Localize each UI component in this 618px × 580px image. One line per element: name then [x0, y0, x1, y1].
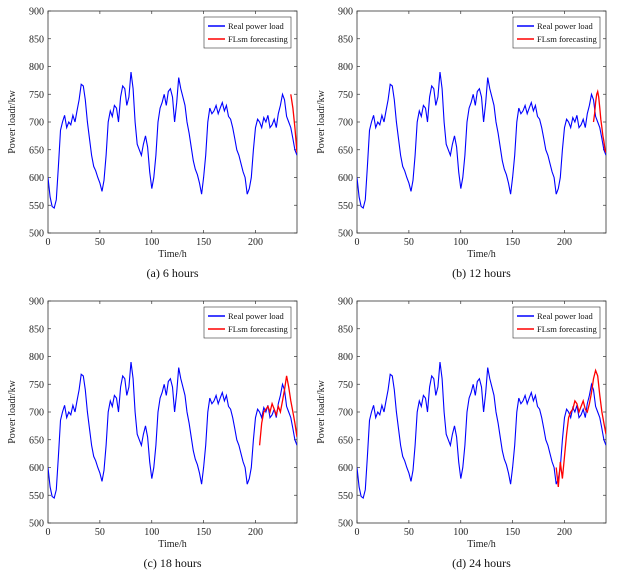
legend-box — [203, 16, 292, 49]
y-tick-label: 550 — [338, 491, 353, 502]
x-tick-label: 50 — [95, 237, 105, 248]
y-tick-label: 650 — [29, 145, 44, 156]
y-tick-label: 800 — [29, 352, 44, 363]
x-tick-label: 100 — [144, 237, 159, 248]
subplot-caption: (a) 6 hours — [147, 266, 199, 280]
y-axis-label: Power loadr/kw — [316, 89, 327, 153]
y-tick-label: 800 — [29, 62, 44, 73]
y-axis-label: Power loadr/kw — [7, 89, 18, 153]
legend-label: FLsm forecasting — [228, 324, 288, 334]
y-tick-label: 600 — [338, 463, 353, 474]
y-tick-label: 500 — [338, 519, 353, 530]
x-tick-label: 0 — [355, 527, 360, 538]
series-real-power-load — [357, 72, 606, 209]
legend-label: Real power load — [537, 21, 593, 31]
series-real-power-load — [48, 362, 297, 499]
subplot-d: 500 550 600 650 700 750 800 850 900 0 50 100 150 200 T… — [309, 290, 618, 580]
series-flsm-forecasting — [290, 94, 297, 153]
y-tick-label: 850 — [338, 34, 353, 45]
x-axis-label: Time/h — [158, 249, 187, 260]
legend-box — [512, 306, 601, 339]
y-tick-label: 900 — [338, 297, 353, 308]
series-real-power-load — [48, 72, 297, 209]
subplot-a: 500 550 600 650 700 750 800 850 900 0 50 100 150 200 T… — [0, 0, 309, 290]
x-tick-label: 0 — [355, 237, 360, 248]
legend-label: FLsm forecasting — [537, 324, 597, 334]
legend-label: FLsm forecasting — [537, 34, 597, 44]
series-real-power-load — [357, 362, 606, 499]
chart-svg: 500 550 600 650 700 750 800 850 900 0 50 100 150 200 T… — [316, 297, 607, 570]
x-tick-label: 50 — [404, 237, 414, 248]
series-flsm-forecasting — [555, 368, 606, 487]
y-tick-label: 650 — [29, 435, 44, 446]
x-tick-label: 200 — [557, 237, 572, 248]
y-tick-label: 700 — [338, 118, 353, 129]
chart-svg: 500 550 600 650 700 750 800 850 900 0 50 100 150 200 T… — [316, 7, 607, 280]
y-tick-label: 700 — [338, 408, 353, 419]
x-axis-label: Time/h — [158, 539, 187, 550]
y-tick-label: 900 — [29, 7, 44, 18]
subplot-b: 500 550 600 650 700 750 800 850 900 0 50 100 150 200 T… — [309, 0, 618, 290]
y-tick-label: 600 — [29, 173, 44, 184]
x-tick-label: 0 — [46, 527, 51, 538]
legend-box — [512, 16, 601, 49]
y-tick-label: 550 — [338, 201, 353, 212]
x-tick-label: 150 — [505, 527, 520, 538]
y-tick-label: 500 — [29, 519, 44, 530]
y-tick-label: 650 — [338, 145, 353, 156]
x-tick-label: 200 — [248, 237, 263, 248]
x-tick-label: 0 — [46, 237, 51, 248]
y-tick-label: 750 — [29, 380, 44, 391]
y-tick-label: 750 — [29, 90, 44, 101]
y-tick-label: 600 — [29, 463, 44, 474]
legend-label: Real power load — [537, 311, 593, 321]
y-tick-label: 750 — [338, 380, 353, 391]
y-tick-label: 850 — [29, 324, 44, 335]
subplot-caption: (b) 12 hours — [452, 266, 511, 280]
x-tick-label: 200 — [248, 527, 263, 538]
y-tick-label: 500 — [338, 229, 353, 240]
y-tick-label: 750 — [338, 90, 353, 101]
subplot-c: 500 550 600 650 700 750 800 850 900 0 50 100 150 200 T… — [0, 290, 309, 580]
y-tick-label: 850 — [29, 34, 44, 45]
x-tick-label: 150 — [505, 237, 520, 248]
chart-svg: 500 550 600 650 700 750 800 850 900 0 50 100 150 200 T… — [7, 7, 298, 280]
x-tick-label: 150 — [196, 237, 211, 248]
x-axis-label: Time/h — [467, 249, 496, 260]
legend-box — [203, 306, 292, 339]
legend-label: FLsm forecasting — [228, 34, 288, 44]
chart-svg: 500 550 600 650 700 750 800 850 900 0 50 100 150 200 T… — [7, 297, 298, 570]
y-tick-label: 800 — [338, 62, 353, 73]
y-tick-label: 800 — [338, 352, 353, 363]
y-tick-label: 850 — [338, 324, 353, 335]
y-tick-label: 500 — [29, 229, 44, 240]
legend-label: Real power load — [228, 21, 284, 31]
x-tick-label: 100 — [453, 237, 468, 248]
y-tick-label: 550 — [29, 201, 44, 212]
x-axis-label: Time/h — [467, 539, 496, 550]
y-tick-label: 600 — [338, 173, 353, 184]
y-tick-label: 900 — [29, 297, 44, 308]
x-tick-label: 150 — [196, 527, 211, 538]
y-tick-label: 650 — [338, 435, 353, 446]
series-flsm-forecasting — [258, 375, 297, 446]
y-tick-label: 900 — [338, 7, 353, 18]
x-tick-label: 200 — [557, 527, 572, 538]
y-axis-label: Power loadr/kw — [7, 379, 18, 443]
series-flsm-forecasting — [592, 88, 606, 153]
x-tick-label: 100 — [453, 527, 468, 538]
subplot-caption: (c) 18 hours — [144, 556, 202, 570]
y-tick-label: 700 — [29, 408, 44, 419]
y-axis-label: Power loadr/kw — [316, 379, 327, 443]
x-tick-label: 100 — [144, 527, 159, 538]
y-tick-label: 550 — [29, 491, 44, 502]
x-tick-label: 50 — [95, 527, 105, 538]
y-tick-label: 700 — [29, 118, 44, 129]
x-tick-label: 50 — [404, 527, 414, 538]
legend-label: Real power load — [228, 311, 284, 321]
subplot-caption: (d) 24 hours — [452, 556, 511, 570]
